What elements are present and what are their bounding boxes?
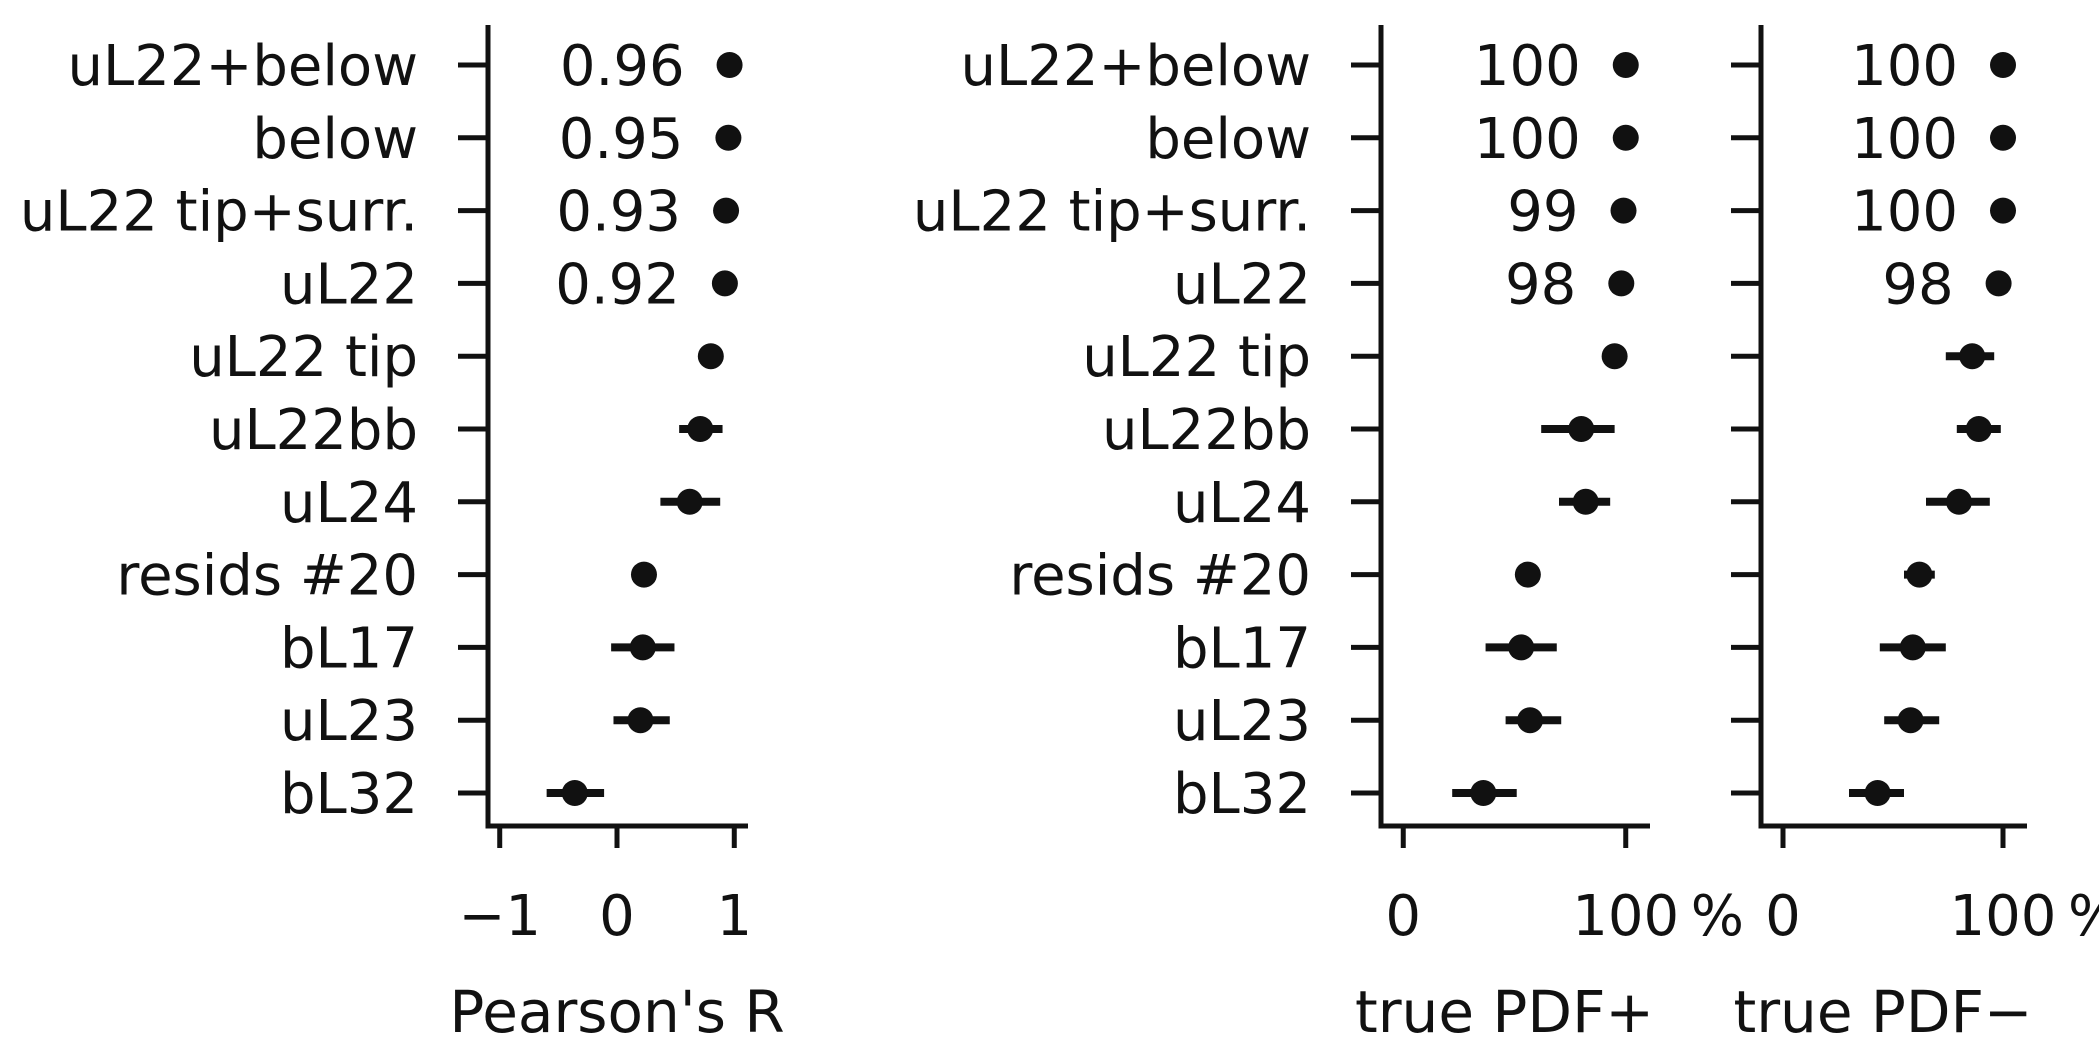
data-point: [1610, 197, 1637, 224]
category-label: uL22+below: [68, 34, 419, 99]
data-point: [711, 270, 738, 297]
value-label: 100: [1474, 107, 1581, 172]
x-tick-label: 1: [716, 884, 752, 949]
data-point: [1906, 561, 1933, 588]
category-label: below: [1145, 107, 1311, 172]
data-point: [1517, 707, 1544, 734]
data-point: [1601, 343, 1628, 370]
category-label: bL17: [280, 616, 418, 681]
data-point: [627, 707, 654, 734]
data-point: [1608, 270, 1635, 297]
category-label: uL24: [1173, 471, 1311, 536]
category-label: uL22 tip+surr.: [913, 180, 1311, 245]
category-label: uL22 tip+surr.: [20, 180, 418, 245]
x-tick-label: 100: [1950, 884, 2057, 949]
value-label: 100: [1851, 180, 1958, 245]
value-label: 98: [1882, 252, 1953, 317]
data-point: [1990, 124, 2016, 151]
data-point: [697, 343, 724, 370]
value-label: 100: [1851, 107, 1958, 172]
data-point: [713, 197, 740, 224]
data-point: [1568, 416, 1595, 442]
category-label: uL22 tip: [189, 325, 418, 390]
category-label: bL32: [280, 762, 418, 827]
value-label: 0.92: [555, 252, 680, 317]
category-label: resids #20: [1009, 544, 1311, 609]
value-label: 100: [1474, 34, 1581, 99]
data-point: [1508, 634, 1535, 661]
data-point: [1946, 488, 1972, 515]
x-unit-label: %: [2068, 884, 2099, 949]
data-point: [1612, 124, 1639, 151]
x-tick-label: 0: [1765, 884, 1801, 949]
category-label: uL23: [280, 689, 418, 754]
category-label: uL22: [280, 252, 418, 317]
category-label: uL22+below: [961, 34, 1312, 99]
data-point: [561, 780, 588, 806]
data-point: [715, 124, 742, 151]
category-label: below: [252, 107, 418, 172]
x-tick-label: −1: [458, 884, 541, 949]
category-label: uL22bb: [209, 398, 418, 463]
data-point: [687, 416, 714, 442]
value-label: 99: [1507, 180, 1578, 245]
value-label: 98: [1505, 252, 1576, 317]
data-point: [676, 488, 703, 515]
data-point: [1965, 416, 1992, 442]
data-point: [1990, 52, 2016, 78]
category-label: uL22bb: [1102, 398, 1311, 463]
data-point: [1899, 634, 1926, 661]
data-point: [1990, 197, 2016, 224]
value-label: 100: [1851, 34, 1958, 99]
data-point: [1514, 561, 1541, 588]
data-point: [1864, 780, 1891, 806]
data-point: [629, 634, 656, 661]
x-axis-title: true PDF−: [1733, 978, 2032, 1046]
value-label: 0.95: [559, 107, 684, 172]
category-label: bL17: [1173, 616, 1311, 681]
x-tick-label: 0: [599, 884, 635, 949]
x-tick-label: 100: [1572, 884, 1679, 949]
x-axis-title: Pearson's R: [449, 978, 784, 1046]
data-point: [1897, 707, 1924, 734]
data-point: [1985, 270, 2012, 297]
value-label: 0.93: [556, 180, 681, 245]
category-label: uL22: [1173, 252, 1311, 317]
x-axis-title: true PDF+: [1355, 978, 1654, 1046]
data-point: [1572, 488, 1599, 515]
category-label: bL32: [1173, 762, 1311, 827]
x-tick-label: 0: [1385, 884, 1421, 949]
category-label: uL23: [1173, 689, 1311, 754]
data-point: [1612, 52, 1639, 78]
x-unit-label: %: [1691, 884, 1744, 949]
data-point: [1959, 343, 1986, 370]
data-point: [1470, 780, 1497, 806]
category-label: resids #20: [116, 544, 418, 609]
category-label: uL22 tip: [1082, 325, 1311, 390]
data-point: [716, 52, 743, 78]
category-label: uL24: [280, 471, 418, 536]
value-label: 0.96: [560, 34, 685, 99]
data-point: [630, 561, 657, 588]
